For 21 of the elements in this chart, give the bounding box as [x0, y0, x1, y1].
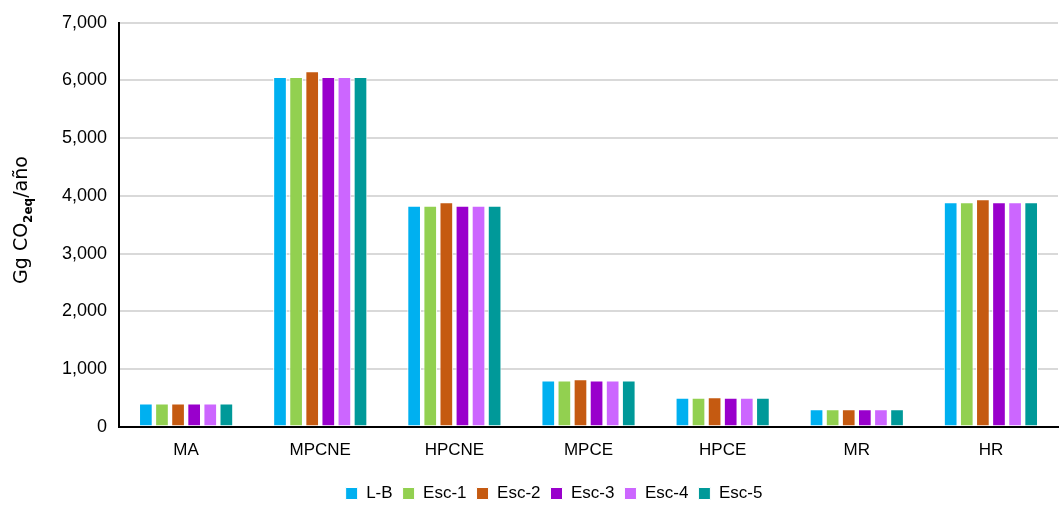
y-tick-label: 0 — [97, 415, 108, 436]
y-tick-label: 1,000 — [62, 357, 108, 378]
legend-label: Esc-2 — [497, 483, 541, 503]
x-tick-label: MPCNE — [289, 440, 351, 460]
y-tick-label: 2,000 — [62, 300, 108, 321]
x-tick-label: MPCE — [563, 440, 614, 460]
legend-label: Esc-4 — [644, 483, 689, 503]
legend-label: Esc-1 — [423, 483, 467, 503]
x-tick-label: HR — [978, 440, 1004, 460]
x-tick-label: MA — [173, 440, 200, 460]
x-tick-label: HPCNE — [424, 440, 485, 460]
y-tick-label: 6,000 — [62, 69, 108, 90]
y-tick-label: 5,000 — [62, 127, 108, 148]
legend-label: Esc-3 — [571, 483, 615, 503]
legend-label: Esc-5 — [718, 483, 763, 503]
y-tick-label: 3,000 — [62, 242, 108, 263]
legend-label: L-B — [366, 483, 393, 503]
x-tick-label: HPCE — [699, 440, 747, 460]
x-tick-label: MR — [843, 440, 871, 460]
y-tick-label: 4,000 — [62, 184, 108, 205]
y-tick-label: 7,000 — [62, 11, 108, 32]
